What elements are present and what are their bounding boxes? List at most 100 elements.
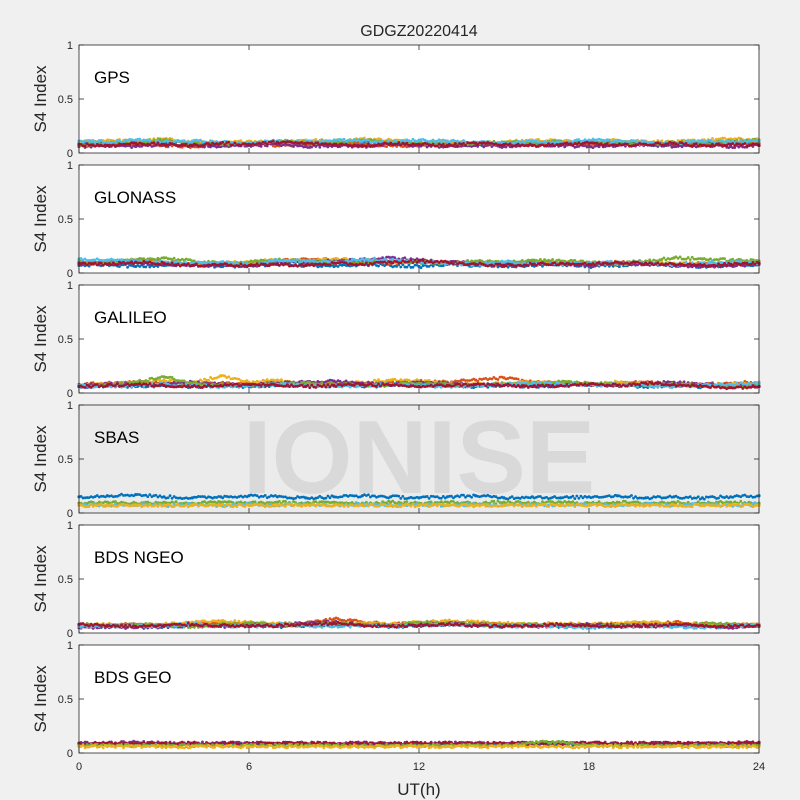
data-point	[221, 260, 225, 263]
data-point	[273, 142, 277, 146]
data-point	[441, 143, 445, 146]
data-point	[528, 142, 532, 146]
data-point	[731, 259, 735, 263]
data-point	[188, 143, 192, 147]
data-point	[743, 142, 747, 145]
data-point	[132, 141, 136, 145]
data-point	[743, 264, 747, 268]
data-point	[613, 139, 617, 143]
chart-title: GDGZ20220414	[360, 23, 478, 40]
data-point	[367, 142, 370, 146]
data-point	[358, 140, 362, 143]
data-point	[95, 263, 99, 267]
data-point	[411, 265, 415, 269]
data-point	[316, 141, 320, 145]
data-point	[364, 261, 368, 265]
data-point	[385, 145, 389, 149]
data-point	[362, 263, 366, 267]
data-point	[217, 263, 221, 267]
data-point	[109, 263, 113, 267]
data-point	[387, 260, 391, 263]
data-point	[194, 262, 198, 266]
data-point	[273, 257, 277, 261]
data-point	[676, 143, 680, 147]
data-point	[364, 142, 368, 146]
data-point	[377, 264, 380, 268]
data-point	[472, 262, 476, 265]
data-point	[354, 141, 358, 145]
data-point	[443, 263, 447, 266]
data-point	[358, 144, 362, 148]
data-point	[419, 266, 423, 270]
data-point	[221, 140, 225, 144]
data-point	[356, 141, 360, 145]
data-point	[99, 139, 103, 143]
data-point	[656, 261, 660, 265]
data-point	[367, 263, 370, 267]
data-point	[112, 261, 115, 265]
data-point	[160, 142, 164, 146]
data-point	[132, 144, 136, 148]
y-tick-label: 0	[67, 148, 73, 160]
data-point	[170, 261, 174, 265]
y-tick-label: 0.5	[58, 94, 73, 106]
data-point	[694, 142, 698, 146]
data-point	[126, 265, 129, 269]
data-point	[373, 256, 376, 260]
data-point	[103, 143, 107, 147]
data-point	[405, 141, 409, 145]
data-point	[320, 138, 324, 142]
data-point	[435, 144, 439, 148]
data-point	[670, 145, 674, 149]
data-point	[727, 142, 731, 146]
data-point	[431, 138, 435, 142]
data-point	[739, 263, 743, 267]
data-point	[500, 264, 504, 268]
data-point	[302, 145, 306, 149]
data-point	[271, 139, 275, 143]
data-point	[385, 262, 389, 265]
data-point	[265, 142, 269, 146]
data-point	[456, 144, 459, 148]
data-point	[585, 263, 589, 267]
y-tick-label: 1	[67, 40, 73, 52]
y-axis-label: S4 Index	[31, 65, 50, 133]
data-point	[273, 145, 277, 148]
data-point	[670, 142, 674, 145]
data-point	[405, 265, 409, 269]
data-point	[294, 260, 297, 264]
data-point	[302, 258, 306, 262]
data-point	[160, 260, 164, 264]
data-point	[168, 263, 172, 267]
data-point	[421, 259, 425, 263]
data-point	[83, 144, 87, 148]
data-point	[233, 141, 237, 145]
data-point	[302, 264, 306, 267]
data-point	[184, 142, 188, 146]
data-point	[715, 264, 718, 268]
data-point	[454, 142, 457, 145]
data-point	[302, 142, 306, 145]
data-point	[144, 265, 148, 269]
data-point	[395, 145, 399, 148]
data-point	[755, 260, 759, 264]
data-point	[180, 145, 184, 149]
data-point	[443, 145, 447, 148]
data-point	[557, 263, 561, 267]
data-point	[698, 143, 702, 147]
data-point	[670, 262, 674, 265]
data-point	[534, 264, 538, 267]
data-point	[156, 141, 160, 145]
data-point	[713, 144, 716, 148]
data-point	[688, 258, 692, 261]
data-point	[259, 144, 263, 148]
panel-label: GLONASS	[94, 188, 176, 207]
data-point	[140, 261, 144, 265]
data-point	[733, 144, 737, 147]
data-point	[367, 138, 370, 142]
data-point	[443, 259, 447, 263]
